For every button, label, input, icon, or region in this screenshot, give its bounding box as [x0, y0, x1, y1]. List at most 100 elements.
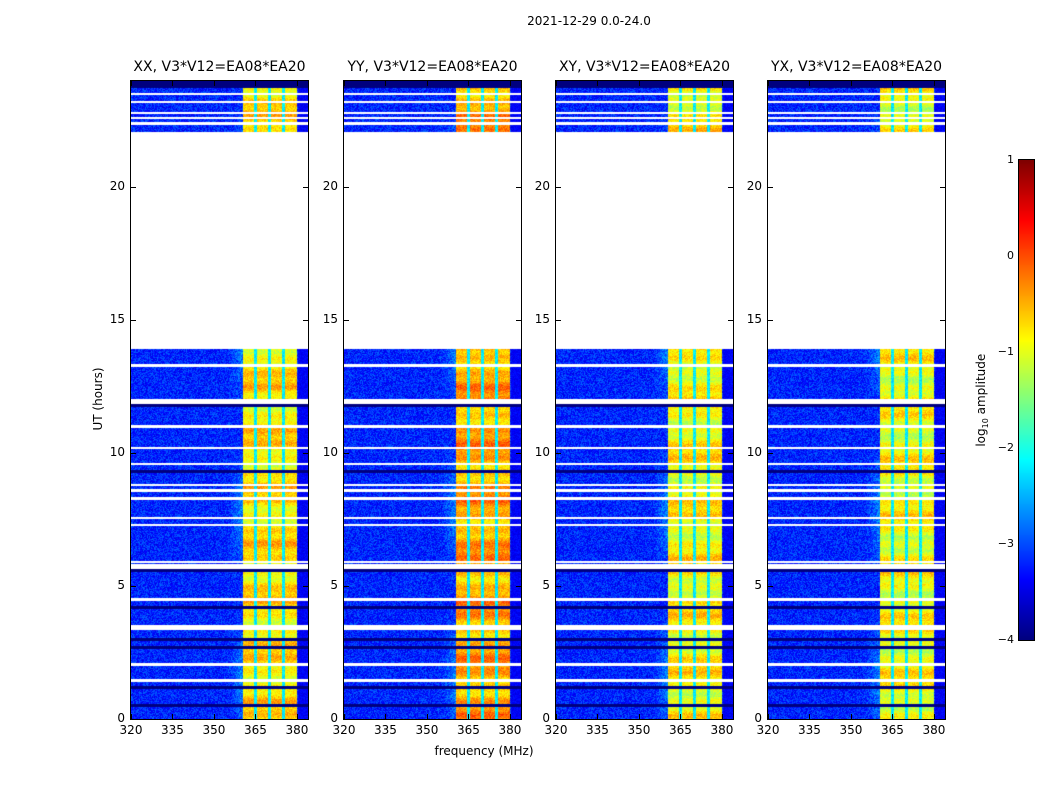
y-tick-mark: [344, 453, 349, 455]
y-axis-label: UT (hours): [91, 367, 105, 431]
colorbar-tick-label: −2: [997, 441, 1014, 454]
y-tick-mark: [131, 586, 136, 588]
x-tick-label: 335: [161, 723, 184, 737]
heatmap-panel: [555, 80, 734, 720]
y-tick-mark: [728, 586, 733, 588]
colorbar-label-sub: 10: [981, 418, 991, 429]
y-tick-mark: [556, 719, 561, 720]
x-tick-label: 380: [285, 723, 309, 737]
y-tick-mark: [516, 187, 521, 189]
y-tick-mark: [303, 320, 308, 322]
x-tick-mark: [172, 714, 174, 719]
y-tick-label: 15: [534, 312, 550, 327]
y-tick-mark: [768, 453, 773, 455]
heatmap-image: [556, 81, 733, 719]
x-tick-label: 365: [244, 723, 267, 737]
x-tick-label: 380: [710, 723, 734, 737]
y-tick-mark: [516, 320, 521, 322]
colorbar-tick-label: −4: [997, 633, 1014, 646]
colorbar-tick-label: 0: [1007, 249, 1014, 262]
x-tick-mark: [721, 714, 723, 719]
y-tick-mark: [303, 586, 308, 588]
y-tick-label: 10: [322, 445, 338, 460]
y-tick-label: 10: [534, 445, 550, 460]
y-tick-mark: [940, 453, 945, 455]
y-tick-label: 0: [117, 711, 125, 725]
colorbar-label-tail: amplitude: [973, 353, 988, 419]
x-tick-mark: [809, 81, 811, 86]
panel-title: YY, V3*V12=EA08*EA20: [347, 59, 518, 75]
x-tick-mark: [680, 81, 682, 86]
y-tick-mark: [768, 187, 773, 189]
x-tick-label: 320: [756, 723, 780, 737]
colorbar-gradient: [1019, 160, 1034, 640]
colorbar-tick-label: −1: [997, 345, 1014, 358]
y-tick-mark: [131, 719, 136, 720]
y-tick-mark: [344, 719, 349, 720]
x-tick-label: 350: [202, 723, 226, 737]
heatmap-panel: [130, 80, 309, 720]
y-tick-mark: [344, 187, 349, 189]
y-tick-mark: [303, 453, 308, 455]
y-tick-mark: [940, 187, 945, 189]
y-tick-mark: [131, 453, 136, 455]
x-tick-mark: [296, 714, 298, 719]
heatmap-image: [344, 81, 521, 719]
y-tick-mark: [940, 320, 945, 322]
x-tick-label: 365: [669, 723, 692, 737]
y-tick-mark: [131, 320, 136, 322]
heatmap-panel: [767, 80, 946, 720]
y-tick-mark: [940, 586, 945, 588]
y-tick-mark: [516, 586, 521, 588]
x-tick-mark: [933, 81, 935, 86]
x-tick-mark: [344, 714, 345, 719]
x-tick-mark: [509, 81, 511, 86]
y-tick-label: 5: [542, 578, 550, 593]
x-tick-label: 320: [332, 723, 356, 737]
x-tick-label: 350: [839, 723, 863, 737]
x-tick-mark: [213, 714, 215, 719]
y-tick-mark: [516, 719, 521, 720]
x-tick-mark: [255, 81, 257, 86]
x-tick-mark: [426, 81, 428, 86]
x-tick-mark: [933, 714, 935, 719]
colorbar-tick-label: 1: [1007, 153, 1014, 166]
x-tick-mark: [556, 714, 557, 719]
y-tick-mark: [728, 719, 733, 720]
x-tick-mark: [468, 714, 470, 719]
y-tick-mark: [556, 453, 561, 455]
panel-title: YX, V3*V12=EA08*EA20: [770, 59, 943, 75]
x-tick-mark: [809, 714, 811, 719]
y-tick-label: 20: [534, 179, 550, 194]
x-tick-label: 320: [544, 723, 568, 737]
y-tick-label: 10: [109, 445, 125, 460]
heatmap-image: [131, 81, 308, 719]
y-tick-mark: [768, 719, 773, 720]
x-tick-mark: [892, 81, 894, 86]
x-tick-mark: [597, 714, 599, 719]
x-tick-mark: [131, 714, 132, 719]
x-tick-label: 335: [586, 723, 609, 737]
x-tick-mark: [344, 81, 345, 86]
x-tick-label: 365: [457, 723, 480, 737]
x-tick-mark: [131, 81, 132, 86]
y-tick-label: 20: [322, 179, 338, 194]
y-tick-mark: [728, 187, 733, 189]
x-tick-mark: [638, 714, 640, 719]
y-tick-mark: [728, 320, 733, 322]
x-tick-mark: [426, 714, 428, 719]
x-tick-mark: [768, 81, 769, 86]
x-tick-mark: [680, 714, 682, 719]
panel-title: XY, V3*V12=EA08*EA20: [558, 59, 731, 75]
x-tick-mark: [296, 81, 298, 86]
y-tick-mark: [303, 187, 308, 189]
figure-title: 2021-12-29 0.0-24.0: [527, 14, 651, 28]
y-tick-label: 0: [754, 711, 762, 725]
heatmap-image: [768, 81, 945, 719]
y-tick-mark: [131, 187, 136, 189]
x-tick-mark: [597, 81, 599, 86]
y-tick-label: 5: [754, 578, 762, 593]
x-tick-mark: [892, 714, 894, 719]
y-tick-label: 5: [117, 578, 125, 593]
